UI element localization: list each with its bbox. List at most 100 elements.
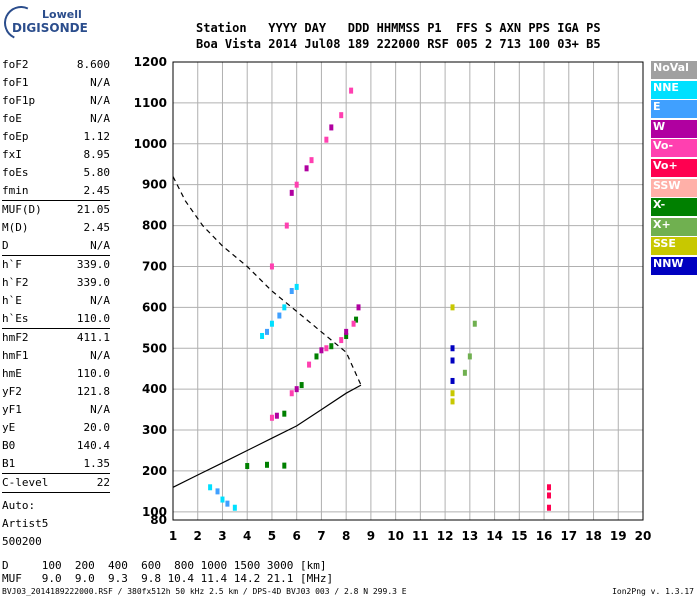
echo-point: [450, 304, 455, 311]
legend-item: NNW: [651, 256, 697, 275]
echo-point: [329, 343, 334, 350]
echo-point: [307, 361, 312, 368]
x-tick-label: 18: [585, 529, 602, 543]
logo-line2: DIGISONDE: [12, 21, 88, 35]
param-separator: [2, 492, 110, 493]
echo-point: [354, 316, 359, 323]
x-tick-label: 19: [610, 529, 627, 543]
legend-item: SSE: [651, 237, 697, 256]
echo-point: [450, 390, 455, 397]
plot-frame: [172, 61, 644, 521]
echo-point: [215, 488, 220, 495]
header-values: Boa Vista 2014 Jul08 189 222000 RSF 005 …: [196, 37, 601, 51]
param-key: fmin: [2, 184, 29, 197]
param-key: hmF2: [2, 331, 29, 344]
param-key: B1: [2, 457, 16, 470]
param-key: foE: [2, 112, 22, 125]
echo-point: [245, 463, 250, 470]
echo-point: [547, 484, 551, 491]
param-key: h`E: [2, 294, 22, 307]
echo-point: [294, 386, 299, 393]
echo-point: [269, 414, 274, 421]
param-separator: [2, 255, 110, 256]
param-row: B1 1.35: [2, 455, 110, 473]
x-tick-label: 10: [387, 529, 404, 543]
autoscaling-line: 500200: [2, 535, 42, 548]
param-key: h`Es: [2, 312, 29, 325]
y-tick-label: 200: [142, 464, 167, 478]
echo-point: [450, 357, 455, 364]
profile-dashed-curve: [172, 176, 362, 386]
echo-point: [547, 492, 551, 499]
header-labels: Station YYYY DAY DDD HHMMSS P1 FFS S AXN…: [196, 21, 601, 35]
param-row: fmin 2.45: [2, 182, 110, 200]
echo-point: [450, 377, 455, 384]
param-value: 1.35: [83, 457, 111, 470]
param-value: 121.8: [76, 385, 110, 398]
param-value: 411.1: [76, 331, 110, 344]
echo-point: [269, 263, 274, 270]
x-tick-label: 8: [342, 529, 350, 543]
param-value: 339.0: [76, 276, 110, 289]
echo-point: [208, 484, 213, 491]
echo-point: [356, 304, 361, 311]
echo-point: [289, 390, 294, 397]
x-tick-label: 14: [486, 529, 503, 543]
param-value: N/A: [90, 349, 110, 362]
x-tick-label: 12: [437, 529, 454, 543]
x-tick-label: 1: [169, 529, 177, 543]
echo-point: [329, 124, 334, 131]
param-row: MUF(D) 21.05: [2, 201, 110, 219]
lowell-digisonde-logo: Lowell DIGISONDE: [0, 1, 102, 45]
param-row: foF1 N/A: [2, 74, 110, 92]
legend-item: X+: [651, 217, 697, 236]
param-value: 1.12: [83, 130, 111, 143]
param-value: 21.05: [76, 203, 110, 216]
muf-distance-table: D 100 200 400 600 800 1000 1500 3000 [km…: [2, 559, 333, 585]
param-row: foEp 1.12: [2, 128, 110, 146]
x-tick-label: 7: [317, 529, 325, 543]
echo-point: [220, 496, 225, 503]
footer-file-info: BVJ03_2014189222000.RSF / 380fx512h 50 k…: [2, 587, 407, 596]
echo-point: [289, 288, 294, 294]
param-row: foF2 8.600: [2, 56, 110, 74]
param-key: yF1: [2, 403, 22, 416]
param-row: hmF1 N/A: [2, 347, 110, 365]
y-tick-label: 1100: [134, 96, 167, 110]
y-tick-label: 1200: [134, 55, 167, 69]
echo-point: [314, 353, 319, 360]
echo-point: [339, 337, 344, 344]
y-tick-label: 600: [142, 300, 167, 314]
param-value: 110.0: [76, 312, 110, 325]
echo-point: [294, 283, 299, 290]
echo-point: [450, 345, 455, 352]
echo-point: [472, 320, 477, 327]
param-separator: [2, 328, 110, 329]
legend-item: NNE: [651, 80, 697, 99]
param-key: foF1p: [2, 94, 36, 107]
legend-item: Vo-: [651, 139, 697, 158]
autoscaling-line: Auto:: [2, 499, 36, 512]
x-tick-label: 17: [560, 529, 577, 543]
param-value: 5.80: [83, 166, 111, 179]
x-tick-label: 4: [243, 529, 251, 543]
echo-point: [277, 312, 282, 319]
param-separator: [2, 200, 110, 201]
param-key: MUF(D): [2, 203, 42, 216]
echo-point: [284, 222, 289, 229]
echo-point: [265, 461, 269, 468]
param-row: foE N/A: [2, 110, 110, 128]
x-tick-label: 5: [268, 529, 276, 543]
x-tick-label: 11: [412, 529, 429, 543]
param-value: 2.45: [83, 184, 111, 197]
echo-point: [232, 504, 237, 511]
echo-point: [282, 410, 287, 417]
echo-point: [339, 112, 344, 119]
muf-value-row: MUF 9.0 9.0 9.3 9.8 10.4 11.4 14.2 21.1 …: [2, 572, 334, 585]
param-value: N/A: [90, 403, 110, 416]
x-tick-label: 9: [367, 529, 375, 543]
param-key: C-level: [2, 476, 49, 489]
legend-item: E: [651, 100, 697, 119]
param-value: N/A: [90, 239, 110, 252]
